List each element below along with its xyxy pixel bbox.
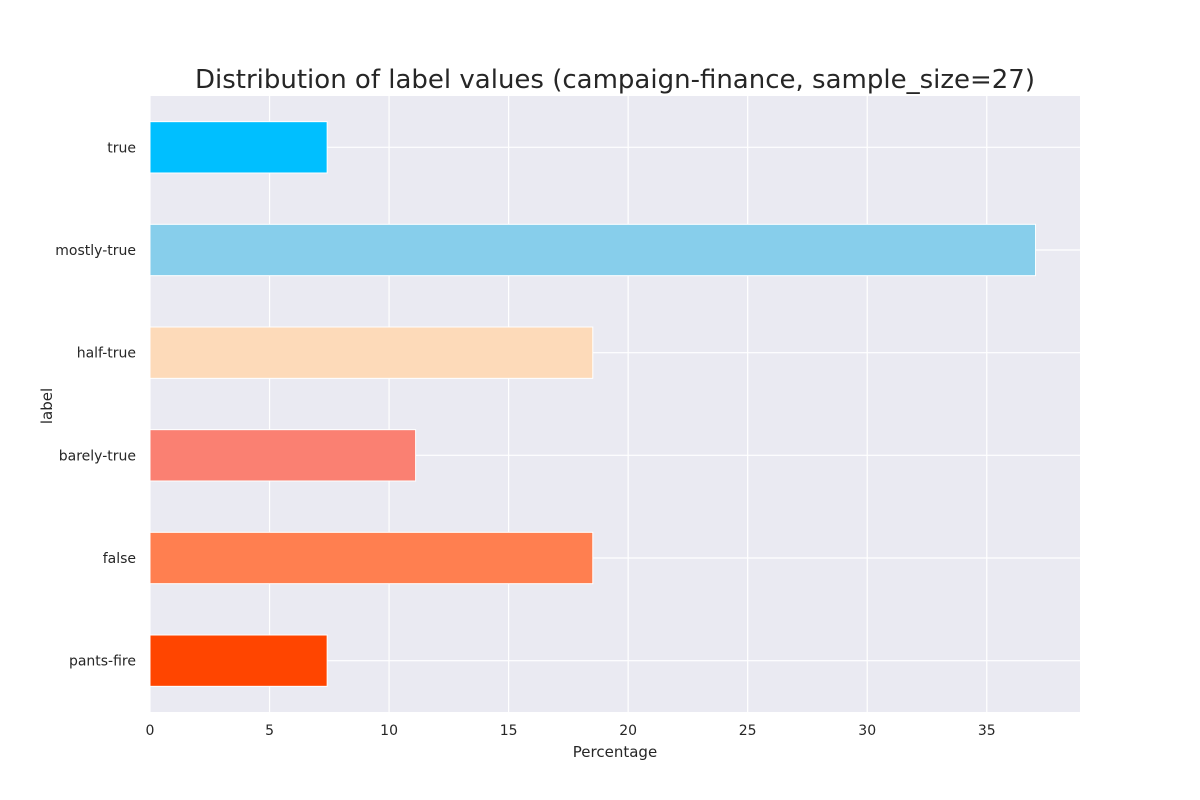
- chart-title: Distribution of label values (campaign-f…: [195, 65, 1035, 95]
- x-axis-label: Percentage: [573, 743, 657, 761]
- x-tick-label: 0: [146, 723, 155, 739]
- y-axis-label: label: [38, 388, 56, 424]
- x-tick-label: 5: [265, 723, 274, 739]
- x-tick-label: 10: [380, 723, 398, 739]
- y-axis-ticks: true mostly-true half-true barely-true false…: [55, 140, 136, 669]
- x-tick-label: 25: [739, 723, 757, 739]
- x-tick-label: 20: [619, 723, 637, 739]
- x-tick-label: 15: [500, 723, 518, 739]
- x-tick-label: 35: [978, 723, 996, 739]
- bar-barely-true: [149, 429, 417, 482]
- y-tick-label: mostly-true: [55, 243, 136, 259]
- x-axis-ticks: 0 5 10 15 20 25 30 35: [146, 723, 996, 739]
- bars: [149, 121, 1037, 687]
- y-tick-label: half-true: [77, 346, 136, 362]
- y-tick-label: barely-true: [59, 448, 136, 464]
- bar-false: [149, 531, 594, 585]
- plot-area: [150, 96, 1080, 712]
- bar-true: [149, 121, 328, 174]
- bar-half-true: [149, 326, 594, 379]
- y-tick-label: pants-fire: [69, 654, 136, 670]
- bar-pants-fire: [149, 634, 328, 687]
- y-tick-label: true: [107, 140, 136, 156]
- x-tick-label: 30: [858, 723, 876, 739]
- y-tick-label: false: [103, 551, 136, 567]
- bar-mostly-true: [149, 223, 1037, 277]
